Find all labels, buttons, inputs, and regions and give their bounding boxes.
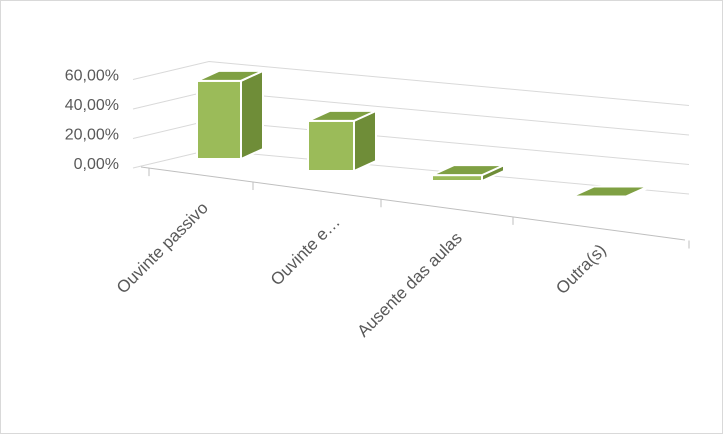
bar-top: [431, 164, 505, 177]
bar: [196, 79, 242, 160]
floor-front-edge: [140, 166, 686, 241]
y-tick-label: 20,00%: [65, 127, 119, 144]
x-category-label: Ausente das aulas: [353, 228, 465, 340]
bar-top: [307, 109, 377, 122]
gridline: [132, 60, 690, 106]
bar-top: [571, 185, 649, 198]
y-tick-label: 40,00%: [65, 97, 119, 114]
bar-side: [240, 69, 264, 161]
bar-top: [196, 69, 264, 82]
y-tick-label: 60,00%: [65, 68, 119, 85]
bar: [307, 119, 355, 172]
x-category-label: Ouvinte passivo: [113, 198, 212, 297]
y-tick-label: 0,00%: [74, 156, 119, 173]
x-category-label: Ouvinte e…: [267, 212, 344, 289]
x-category-label: Outra(s): [552, 240, 610, 298]
